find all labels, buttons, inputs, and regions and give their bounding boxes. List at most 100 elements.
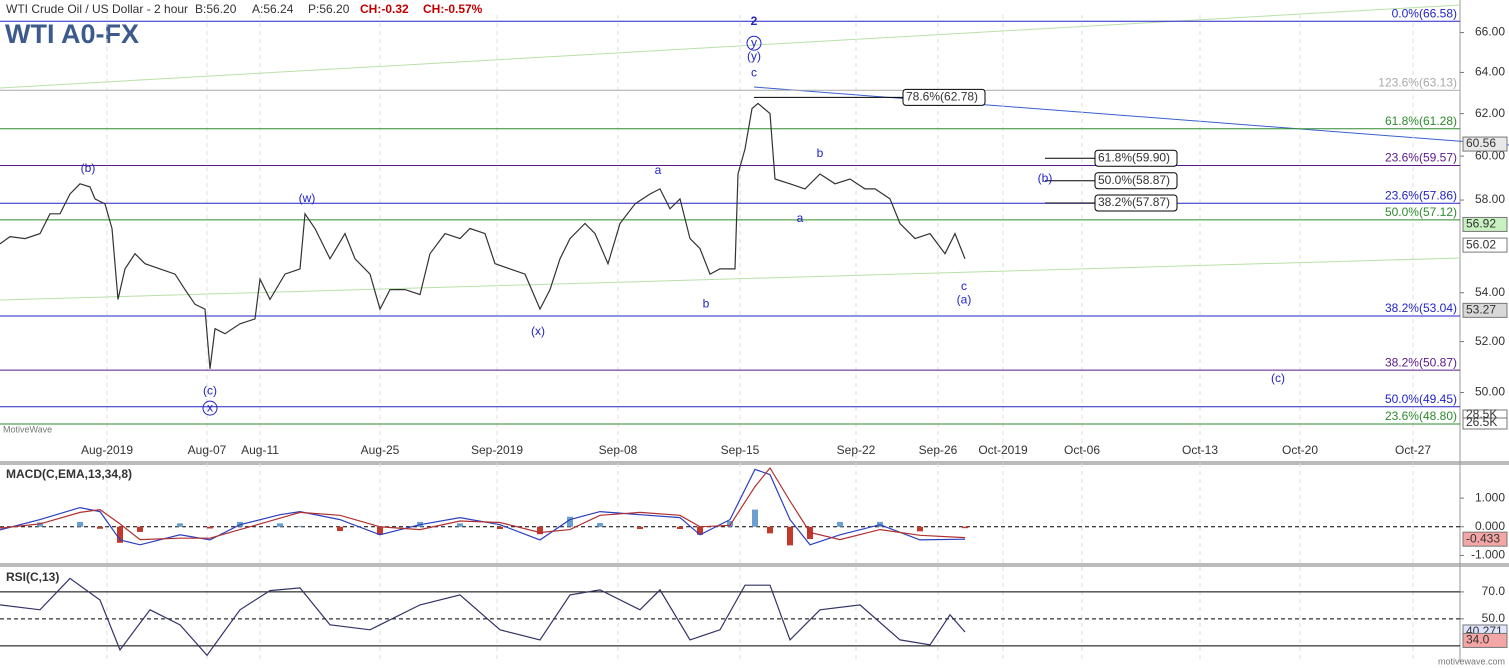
wave-label: a [655,163,662,177]
wave-label: b [703,296,710,310]
wave-label: (x) [531,324,545,338]
histogram-bar [697,526,703,535]
watermark: MotiveWave [3,424,52,434]
histogram-bar [637,526,643,530]
x-tick-label: Sep-22 [837,443,876,457]
histogram-bar [767,526,773,534]
axis-badge-label: 53.27 [1466,303,1496,317]
fib-level-label: 123.6%(63.13) [1378,75,1457,89]
histogram-bar [962,526,968,529]
wave-label: x [207,400,213,414]
quote: A:56.24 [252,2,294,16]
wave-label: (b) [81,161,96,175]
x-tick-label: Oct-27 [1395,443,1431,457]
x-tick-label: Oct-13 [1182,443,1218,457]
volume-badge-label: 26.5K [1466,415,1497,429]
histogram-bar [787,526,793,546]
fib-level-label: 23.6%(59.57) [1385,151,1457,165]
panel-divider [0,563,1509,567]
axis-badge-label: -0.433 [1466,531,1500,545]
panel-title: MACD(C,EMA,13,34,8) [6,467,132,481]
axis-badge [1462,136,1508,152]
projection-box [902,88,986,106]
histogram-bar [597,523,603,527]
axis-badge [1462,632,1508,648]
y-tick-label: 50.0 [1482,611,1506,625]
histogram-bar [297,525,303,527]
series-line [0,577,966,657]
axis-badge [1462,302,1508,318]
x-tick-label: Aug-2019 [81,443,133,457]
series-line [0,102,966,369]
fib-level-label: 50.0%(57.12) [1385,205,1457,219]
footer: motivewave.com [1438,656,1505,666]
projection-label: 38.2%(57.87) [1098,195,1170,209]
histogram-bar [177,523,183,527]
fib-level-label: 0.0%(66.58) [1392,6,1457,20]
axis-badge [1462,237,1508,253]
histogram-bar [497,526,503,530]
volume-badge [1462,417,1508,430]
histogram-bar [337,526,343,532]
y-tick-label: 0.000 [1475,519,1505,533]
y-tick-label: 66.00 [1475,25,1505,39]
y-tick-label: 64.00 [1475,65,1505,79]
y-tick-label: 60.00 [1475,148,1505,162]
histogram-bar [457,523,463,527]
histogram-bar [727,521,733,527]
histogram-bar [37,522,43,527]
wave-label: (b) [1038,171,1053,185]
x-tick-label: Aug-25 [361,443,400,457]
trend-line [753,86,1509,146]
histogram-bar [837,521,843,527]
histogram-bar [377,526,383,535]
projection-box [1094,172,1178,190]
wave-label: (y) [747,49,761,63]
histogram-bar [917,526,923,532]
axis-badge-label: 34.0 [1466,633,1490,647]
wave-label: (c) [1271,371,1285,385]
wave-label: (a) [957,293,972,307]
wave-label: (c) [203,384,217,398]
panel-divider [0,461,1509,465]
x-tick-label: Aug-07 [188,443,227,457]
projection-box [1094,194,1178,212]
axis-badge [1462,531,1508,547]
fib-level-label: 61.8%(61.28) [1385,114,1457,128]
wave-label: y [751,35,757,49]
y-tick-label: 62.00 [1475,106,1505,120]
histogram-bar [137,526,143,532]
histogram-bar [537,526,543,535]
projection-label: 61.8%(59.90) [1098,150,1170,164]
x-tick-label: Sep-2019 [471,443,523,457]
trend-line [0,4,1461,89]
histogram-bar [277,523,283,527]
y-tick-label: 1.000 [1475,490,1505,504]
axis-badge-label: 56.92 [1466,217,1496,231]
change: CH:-0.32 [360,2,409,16]
fib-level-label: 23.6%(57.86) [1385,188,1457,202]
fib-level-label: 38.2%(50.87) [1385,355,1457,369]
wave-circle [202,400,218,416]
wave-circle [746,35,762,51]
wave-label: b [817,146,824,160]
x-tick-label: Sep-26 [919,443,958,457]
instrument: WTI Crude Oil / US Dollar - 2 hour [6,2,188,16]
x-tick-label: Oct-06 [1064,443,1100,457]
wave-label: a [797,211,804,225]
histogram-bar [567,516,573,527]
wave-label: c [751,66,757,80]
histogram-bar [77,521,83,527]
axis-badge [1462,216,1508,232]
quote: P:56.20 [308,2,350,16]
fib-level-label: 38.2%(53.04) [1385,301,1457,315]
y-tick-label: 50.00 [1475,385,1505,399]
axis-badge-label: 60.56 [1466,136,1496,150]
y-tick-label: 58.00 [1475,192,1505,206]
projection-label: 50.0%(58.87) [1098,173,1170,187]
x-tick-label: Oct-2019 [978,443,1028,457]
fib-level-label: 23.6%(48.80) [1385,409,1457,423]
y-tick-label: -1.000 [1471,548,1505,562]
